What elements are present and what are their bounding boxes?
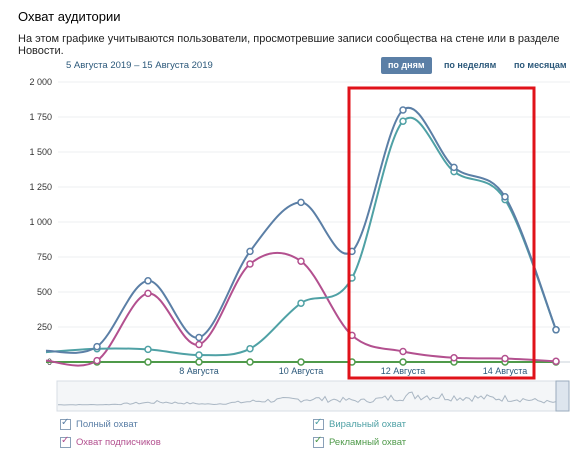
data-point[interactable] <box>195 351 203 359</box>
legend-item-viral[interactable]: Виральный охват <box>313 417 407 430</box>
navigator-sparkline <box>58 391 569 406</box>
data-point[interactable] <box>93 356 101 365</box>
data-point[interactable] <box>297 299 305 307</box>
y-tick-label: 1 500 <box>29 147 52 157</box>
data-point[interactable] <box>246 260 254 268</box>
data-point[interactable] <box>297 358 305 366</box>
data-point[interactable] <box>144 277 152 285</box>
legend-item-total[interactable]: Полный охват <box>60 417 138 430</box>
x-tick-label: 10 Августа <box>279 366 324 376</box>
chart-description: На этом графике учитываются пользователи… <box>18 33 560 57</box>
legend-label: Охват подписчиков <box>76 437 161 448</box>
page-title: Охват аудитории <box>18 9 121 24</box>
y-tick-label: 1 000 <box>29 217 52 227</box>
data-point[interactable] <box>144 289 152 298</box>
legend-item-ads[interactable]: Рекламный охват <box>313 435 407 448</box>
data-point[interactable] <box>246 247 254 256</box>
legend-label: Рекламный охват <box>329 437 407 448</box>
data-point[interactable] <box>297 257 305 265</box>
checkbox-icon[interactable] <box>313 417 324 430</box>
data-point[interactable] <box>246 344 254 353</box>
series-points <box>93 106 560 366</box>
y-tick-label: 1 250 <box>29 182 52 192</box>
checkbox-icon[interactable] <box>313 435 324 448</box>
legend-label: Виральный охват <box>329 419 407 430</box>
legend-item-subscribers[interactable]: Охват подписчиков <box>60 435 161 448</box>
data-point[interactable] <box>399 106 407 114</box>
data-point[interactable] <box>195 358 203 366</box>
data-point[interactable] <box>501 354 509 363</box>
y-tick-label: 2 000 <box>29 77 52 87</box>
data-point[interactable] <box>399 358 407 366</box>
data-point[interactable] <box>399 117 407 125</box>
checkbox-icon[interactable] <box>60 417 71 430</box>
y-tick-label: 250 <box>37 322 52 332</box>
data-point[interactable] <box>195 340 203 349</box>
tab-by-weeks[interactable]: по неделям <box>444 60 497 70</box>
y-tick-label: 500 <box>37 287 52 297</box>
y-tick-label: 1 750 <box>29 112 52 122</box>
x-tick-label: 8 Августа <box>179 366 219 376</box>
data-point[interactable] <box>552 326 560 334</box>
series-line <box>45 251 557 367</box>
x-tick-label: 14 Августа <box>483 366 528 376</box>
data-point[interactable] <box>195 333 203 342</box>
data-point[interactable] <box>144 358 152 366</box>
data-point[interactable] <box>399 347 407 356</box>
date-range[interactable]: 5 Августа 2019 – 15 Августа 2019 <box>66 60 213 71</box>
x-tick-label: 12 Августа <box>381 366 426 376</box>
tab-by-days[interactable]: по дням <box>381 57 432 74</box>
data-point[interactable] <box>297 198 305 207</box>
data-point[interactable] <box>450 354 458 362</box>
highlight-box <box>347 86 536 380</box>
chart-grid <box>58 81 570 363</box>
checkbox-icon[interactable] <box>60 435 71 448</box>
data-point[interactable] <box>501 193 509 201</box>
y-tick-label: 750 <box>37 252 52 262</box>
data-point[interactable] <box>93 342 101 351</box>
series-line <box>45 117 557 357</box>
legend-label: Полный охват <box>76 419 138 430</box>
series-line <box>45 106 557 354</box>
data-point[interactable] <box>144 345 152 354</box>
data-point[interactable] <box>552 357 560 366</box>
data-point[interactable] <box>450 163 458 172</box>
tab-by-months[interactable]: по месяцам <box>514 60 567 70</box>
navigator-handle[interactable] <box>555 380 570 412</box>
range-navigator[interactable] <box>56 380 570 412</box>
data-point[interactable] <box>246 358 254 366</box>
